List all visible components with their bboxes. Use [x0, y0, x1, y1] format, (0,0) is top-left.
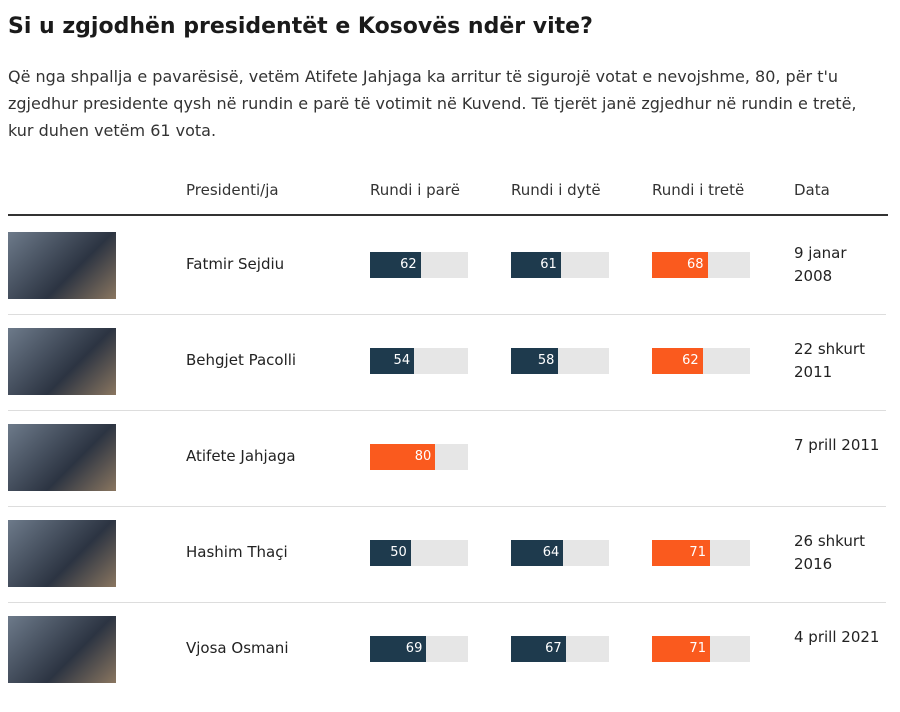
row-separator	[8, 314, 886, 315]
column-header: Presidenti/ja	[186, 181, 279, 199]
row-separator	[8, 506, 886, 507]
row-separator	[8, 410, 886, 411]
photo	[8, 232, 116, 299]
bar: 50	[370, 540, 411, 566]
date: 9 janar 2008	[794, 244, 847, 285]
name: Hashim Thaçi	[186, 543, 288, 561]
bar-track: 71	[652, 636, 750, 662]
bar: 62	[370, 252, 421, 278]
subtitle: Që nga shpallja e pavarësisë, vetëm Atif…	[8, 67, 857, 140]
column-header: Rundi i tretë	[652, 181, 745, 199]
bar-track: 58	[511, 348, 609, 374]
photo	[8, 520, 116, 587]
header-rule	[8, 214, 888, 216]
bar: 71	[652, 540, 710, 566]
bar-track: 62	[652, 348, 750, 374]
bar-track: 68	[652, 252, 750, 278]
bar-value: 62	[682, 353, 699, 368]
photo	[8, 328, 116, 395]
column-header: Rundi i parë	[370, 181, 460, 199]
bar: 62	[652, 348, 703, 374]
name: Behgjet Pacolli	[186, 351, 297, 369]
bar: 61	[511, 252, 561, 278]
bar-track: 71	[652, 540, 750, 566]
bar: 58	[511, 348, 559, 374]
date: 22 shkurt 2011	[794, 340, 865, 381]
column-header: Data	[794, 181, 830, 199]
bar-value: 62	[400, 257, 417, 272]
bar-value: 58	[537, 353, 555, 368]
bar-value: 50	[390, 545, 407, 560]
photo	[8, 424, 116, 491]
bar: 69	[370, 636, 427, 662]
bar-value: 80	[414, 449, 432, 464]
date: 26 shkurt 2016	[794, 532, 865, 573]
bar-track: 54	[370, 348, 468, 374]
title: Si u zgjodhën presidentët e Kosovës ndër…	[8, 14, 593, 39]
date: 4 prill 2021	[794, 628, 880, 646]
name: Fatmir Sejdiu	[186, 255, 285, 273]
bar: 54	[370, 348, 415, 374]
bar-value: 68	[686, 257, 704, 272]
bar-track: 69	[370, 636, 468, 662]
column-header: Rundi i dytë	[511, 181, 601, 199]
photo	[8, 616, 116, 683]
bar-value: 54	[393, 353, 411, 368]
bar: 67	[511, 636, 566, 662]
bar-value: 71	[689, 545, 706, 560]
date: 7 prill 2011	[794, 436, 880, 454]
bar-value: 71	[689, 641, 706, 656]
bar-value: 67	[545, 641, 562, 656]
bar-track: 61	[511, 252, 609, 278]
row-separator	[8, 602, 886, 603]
name: Atifete Jahjaga	[186, 447, 296, 465]
bar: 71	[652, 636, 710, 662]
bar-track: 64	[511, 540, 609, 566]
bar-track: 50	[370, 540, 468, 566]
bar: 80	[370, 444, 436, 470]
bar-value: 69	[405, 641, 423, 656]
bar-value: 61	[540, 257, 557, 272]
bar-track: 62	[370, 252, 468, 278]
name: Vjosa Osmani	[186, 639, 289, 657]
bar: 64	[511, 540, 564, 566]
bar: 68	[652, 252, 708, 278]
bar-track: 80	[370, 444, 468, 470]
bar-track: 67	[511, 636, 609, 662]
bar-value: 64	[542, 545, 560, 560]
